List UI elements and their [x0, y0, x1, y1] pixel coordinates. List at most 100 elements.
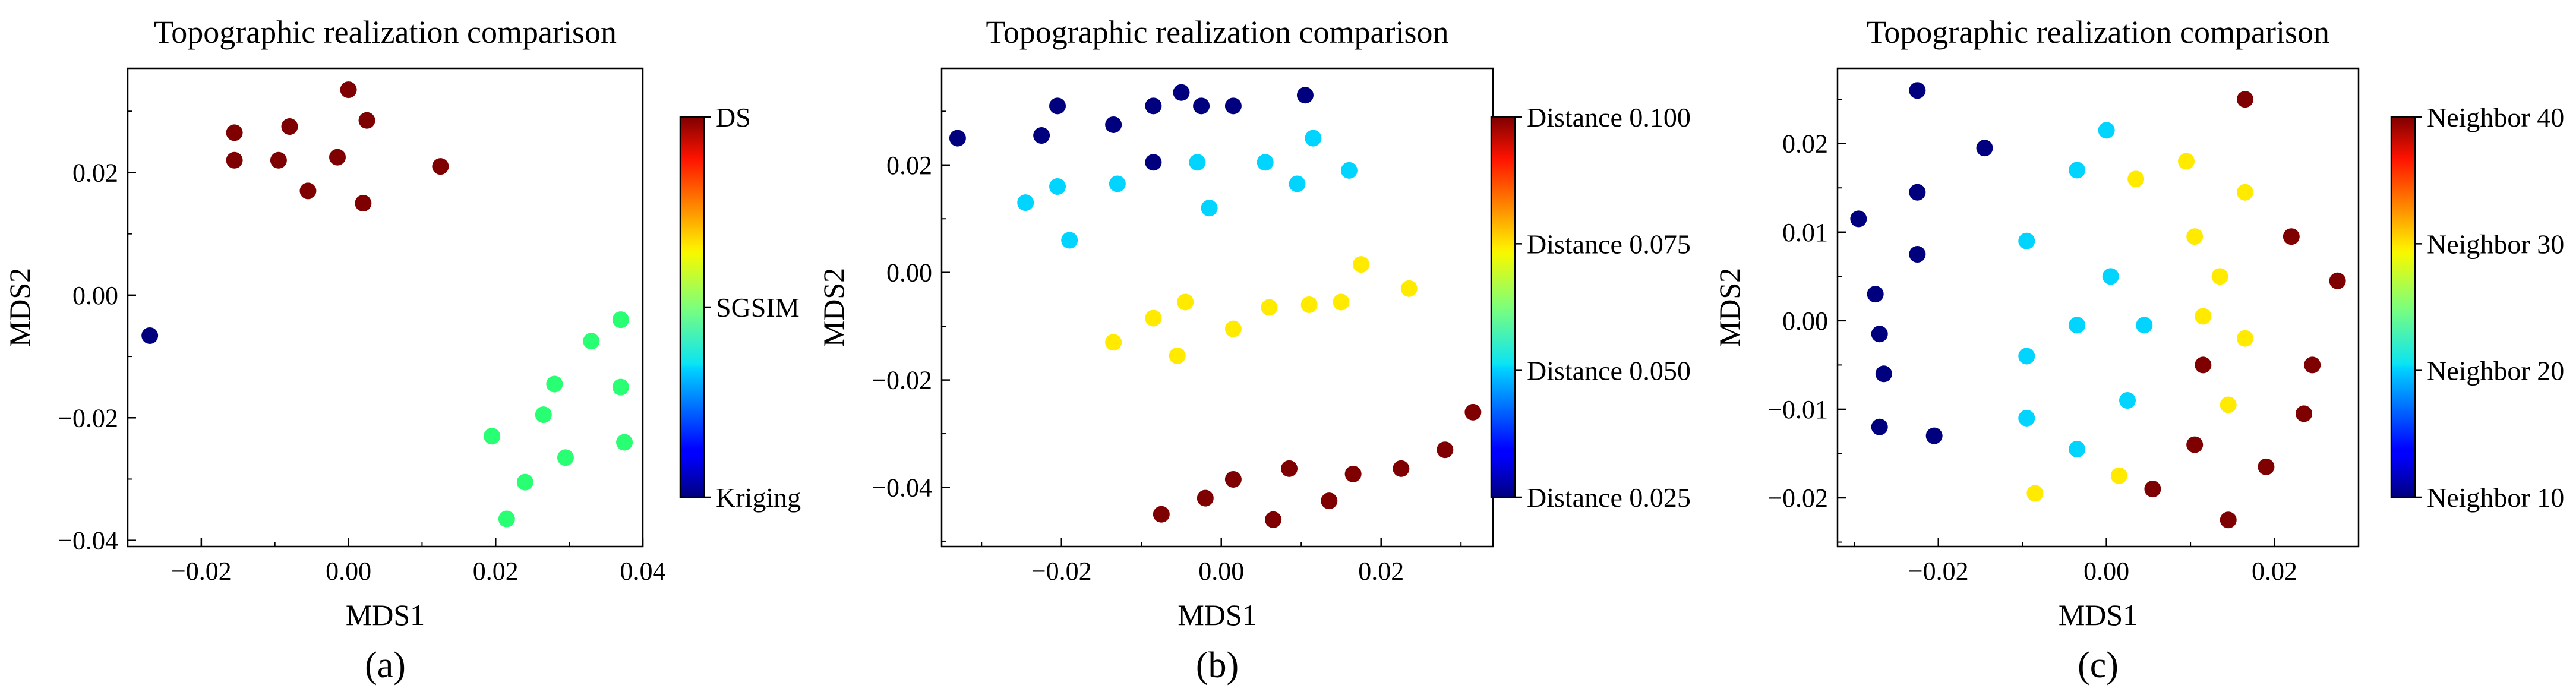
- data-point-neighbor-30: [2237, 330, 2254, 347]
- colorbar-tick-label: Kriging: [716, 482, 801, 513]
- data-point-sgsim: [516, 473, 533, 491]
- panel-label: (c): [2078, 645, 2119, 686]
- data-point-neighbor-20: [2018, 348, 2035, 365]
- y-tick-label: −0.04: [58, 526, 118, 555]
- y-axis-label: MDS2: [1713, 268, 1746, 347]
- data-point-neighbor-30: [2211, 268, 2228, 285]
- data-point-distance-0-025: [949, 130, 966, 147]
- colorbar-tick-label: DS: [716, 102, 751, 132]
- data-point-neighbor-20: [2136, 317, 2153, 334]
- data-point-neighbor-40: [2220, 511, 2237, 529]
- data-point-neighbor-20: [2102, 268, 2119, 285]
- data-point-neighbor-40: [2144, 481, 2161, 498]
- data-point-neighbor-20: [2119, 392, 2136, 409]
- data-point-kriging: [141, 327, 159, 344]
- data-point-distance-0-025: [1173, 84, 1190, 101]
- data-point-distance-0-100: [1344, 465, 1362, 482]
- data-point-distance-0-100: [1437, 441, 1454, 459]
- data-point-neighbor-30: [2178, 153, 2195, 170]
- data-point-distance-0-075: [1333, 293, 1350, 311]
- data-point-distance-0-025: [1145, 97, 1162, 115]
- colorbar-tick-label: Distance 0.025: [1527, 482, 1691, 513]
- data-point-neighbor-10: [1909, 246, 1926, 263]
- chart-title: Topographic realization comparison: [154, 14, 617, 50]
- data-point-ds: [226, 151, 243, 169]
- plot-frame: [1836, 67, 2360, 548]
- x-axis-label: MDS1: [2059, 598, 2138, 631]
- data-point-distance-0-075: [1400, 280, 1418, 297]
- data-point-neighbor-10: [1909, 82, 1926, 99]
- data-point-sgsim: [498, 510, 515, 528]
- y-tick-label: 0.00: [1782, 307, 1828, 336]
- data-point-sgsim: [583, 333, 600, 350]
- data-point-sgsim: [612, 311, 629, 329]
- colorbar-tick-label: Distance 0.100: [1527, 102, 1691, 132]
- data-point-distance-0-100: [1321, 492, 1338, 510]
- y-tick-label: −0.01: [1767, 395, 1828, 424]
- y-tick-label: 0.01: [1782, 218, 1828, 247]
- y-tick-label: 0.00: [72, 281, 118, 310]
- colorbar-frame: [1490, 116, 1516, 498]
- data-point-neighbor-40: [2237, 91, 2254, 108]
- data-point-ds: [329, 149, 346, 166]
- data-point-distance-0-075: [1145, 309, 1162, 327]
- data-point-sgsim: [557, 449, 574, 466]
- panel-label: (a): [365, 645, 406, 686]
- colorbar-tick-label: Distance 0.050: [1527, 356, 1691, 386]
- colorbar-tick-label: SGSIM: [716, 292, 800, 323]
- y-tick-label: −0.02: [1767, 484, 1828, 513]
- data-point-distance-0-075: [1224, 320, 1242, 337]
- data-point-neighbor-30: [2237, 184, 2254, 201]
- data-point-distance-0-025: [1145, 154, 1162, 171]
- data-point-neighbor-20: [2069, 162, 2086, 179]
- data-point-neighbor-10: [1867, 286, 1884, 303]
- x-tick-label: −0.02: [171, 557, 232, 586]
- data-point-neighbor-40: [2258, 458, 2275, 475]
- data-point-distance-0-100: [1197, 489, 1214, 507]
- data-point-distance-0-050: [1061, 232, 1078, 249]
- data-point-distance-0-050: [1340, 162, 1358, 179]
- data-point-distance-0-025: [1033, 127, 1050, 144]
- data-point-distance-0-050: [1189, 154, 1206, 171]
- chart-title: Topographic realization comparison: [1867, 14, 2329, 50]
- data-point-distance-0-100: [1464, 403, 1482, 421]
- data-point-distance-0-050: [1289, 175, 1306, 192]
- chart-title: Topographic realization comparison: [986, 14, 1449, 50]
- x-axis-label: MDS1: [346, 598, 425, 631]
- data-point-neighbor-30: [2186, 228, 2204, 245]
- colorbar-tick-label: Distance 0.075: [1527, 229, 1691, 259]
- data-point-neighbor-30: [2026, 485, 2044, 502]
- x-tick-label: 0.02: [473, 557, 519, 586]
- x-tick-label: 0.00: [2083, 557, 2129, 586]
- y-tick-label: −0.04: [872, 473, 932, 503]
- data-point-neighbor-10: [1871, 418, 1888, 435]
- colorbar: [1491, 117, 1515, 497]
- data-point-ds: [299, 182, 317, 200]
- data-point-distance-0-050: [1109, 175, 1126, 192]
- y-tick-label: 0.00: [886, 258, 932, 288]
- data-point-neighbor-40: [2296, 405, 2313, 422]
- x-axis-label: MDS1: [1177, 598, 1257, 631]
- data-point-neighbor-20: [2098, 122, 2115, 139]
- data-point-distance-0-025: [1105, 116, 1122, 133]
- colorbar-tick-label: Neighbor 10: [2427, 482, 2564, 513]
- data-point-neighbor-20: [2069, 441, 2086, 458]
- data-point-distance-0-075: [1177, 293, 1194, 311]
- colorbar: [2391, 117, 2415, 497]
- data-point-distance-0-025: [1296, 87, 1314, 104]
- data-point-neighbor-40: [2186, 436, 2204, 453]
- data-point-distance-0-025: [1049, 97, 1066, 115]
- data-point-sgsim: [616, 434, 633, 451]
- chart-panel-c: Topographic realization comparison −0.02 0…: [1713, 14, 2564, 686]
- data-point-sgsim: [484, 428, 501, 445]
- data-point-sgsim: [612, 378, 629, 396]
- data-point-distance-0-025: [1193, 97, 1210, 115]
- data-point-distance-0-100: [1153, 506, 1170, 523]
- x-tick-label: 0.02: [2252, 557, 2297, 586]
- colorbar-frame: [2390, 116, 2416, 498]
- data-point-distance-0-025: [1224, 97, 1242, 115]
- data-point-distance-0-075: [1105, 334, 1122, 351]
- colorbar-tick-label: Neighbor 40: [2427, 102, 2564, 132]
- y-axis-label: MDS2: [3, 268, 36, 347]
